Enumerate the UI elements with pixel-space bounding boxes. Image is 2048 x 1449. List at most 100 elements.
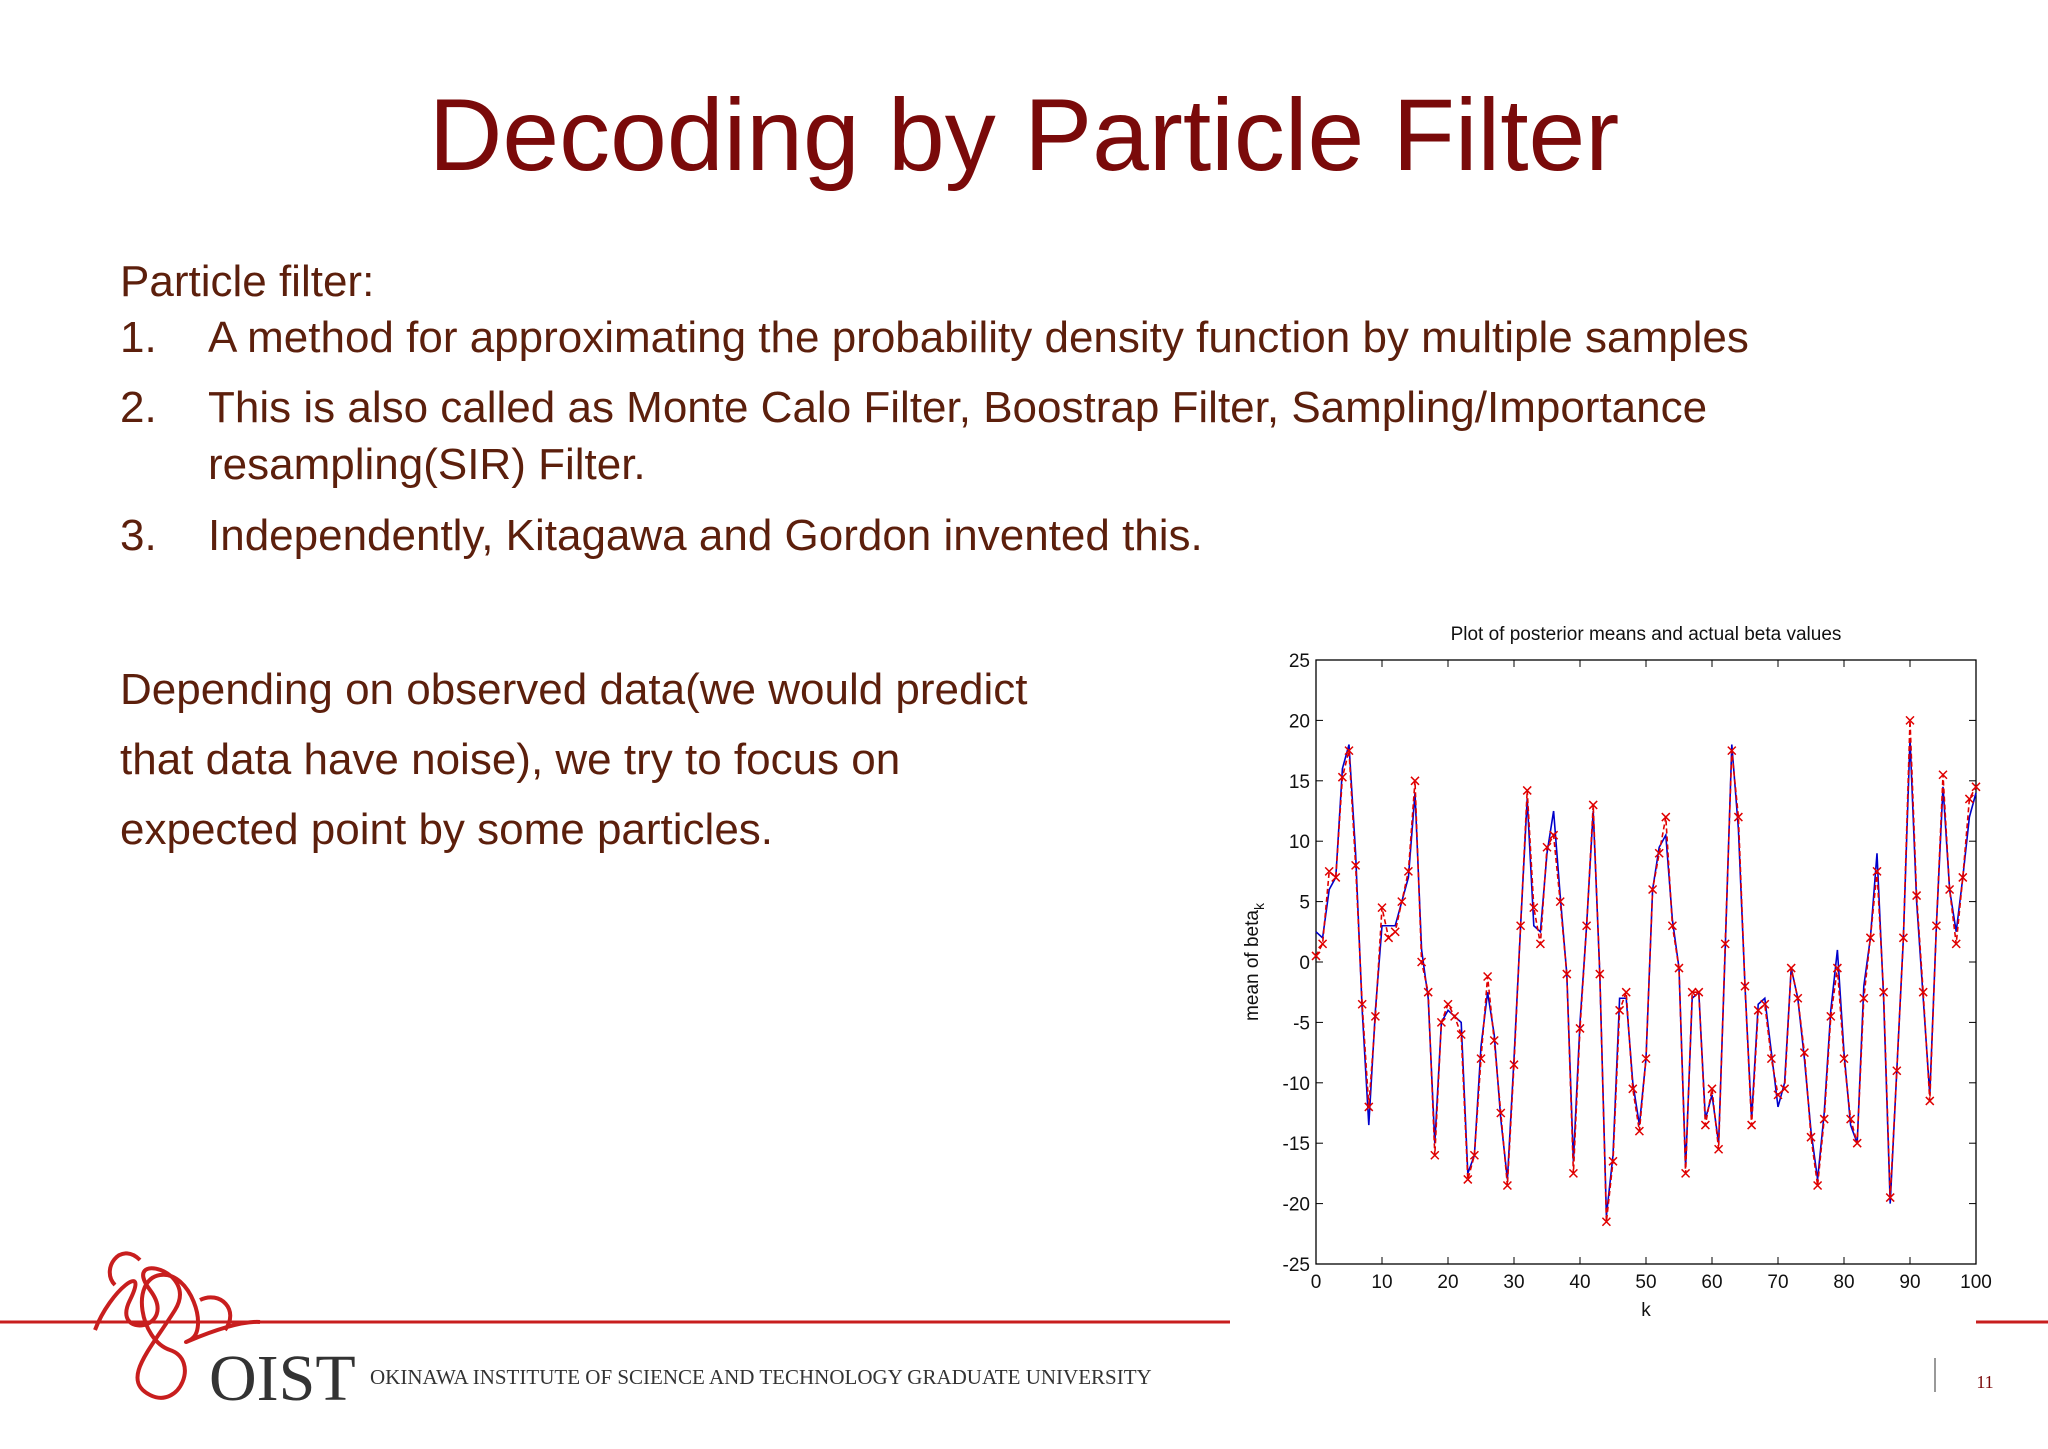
point-marker [1694, 987, 1704, 997]
point-marker [1351, 860, 1361, 870]
point-marker [1423, 987, 1433, 997]
paragraph-line: expected point by some particles. [120, 805, 773, 854]
point-marker [1357, 999, 1367, 1009]
item-text: resampling(SIR) Filter. [208, 440, 646, 489]
point-marker [1331, 872, 1341, 882]
point-marker [1879, 987, 1889, 997]
point-marker [1318, 939, 1328, 949]
paragraph: Depending on observed data(we would pred… [120, 665, 1027, 854]
paragraph-line: that data have noise), we try to focus o… [120, 735, 900, 784]
x-tick-label: 20 [1437, 1272, 1458, 1293]
point-marker [1819, 1114, 1829, 1124]
point-marker [1575, 1023, 1585, 1033]
point-marker [1813, 1180, 1823, 1191]
point-marker [1766, 1054, 1776, 1064]
point-marker [1852, 1138, 1862, 1148]
point-marker [1674, 963, 1684, 973]
point-marker [1826, 1011, 1836, 1021]
point-marker [1832, 963, 1842, 973]
point-marker [1568, 1168, 1578, 1178]
x-tick-label: 50 [1635, 1272, 1656, 1293]
point-marker [1925, 1096, 1935, 1106]
point-marker [1905, 715, 1915, 725]
logo-text: OIST [209, 1342, 356, 1415]
item-text: A method for approximating the probabili… [208, 313, 1749, 362]
x-tick-label: 90 [1899, 1272, 1920, 1293]
point-marker [1938, 770, 1948, 780]
point-marker [1799, 1048, 1809, 1058]
point-marker [1615, 1005, 1625, 1015]
point-marker [1760, 999, 1770, 1009]
point-marker [1595, 969, 1605, 979]
paragraph-line: Depending on observed data(we would pred… [120, 665, 1027, 714]
institution: OKINAWA INSTITUTE OF SCIENCE AND TECHNOL… [370, 1365, 1152, 1389]
point-marker [1727, 746, 1737, 756]
point-marker [1912, 891, 1922, 901]
point-marker [1720, 939, 1730, 949]
point-marker [1747, 1120, 1757, 1130]
point-marker [1628, 1084, 1638, 1094]
y-tick-label: 25 [1289, 651, 1310, 672]
point-marker [1463, 1174, 1473, 1184]
point-marker [1931, 921, 1941, 931]
x-tick-label: 10 [1371, 1272, 1392, 1293]
point-marker [1634, 1126, 1644, 1136]
point-marker [1588, 800, 1598, 810]
page-number: 11 [1976, 1372, 1993, 1392]
point-marker [1522, 785, 1532, 795]
point-marker [1502, 1180, 1512, 1191]
point-marker [1661, 812, 1671, 822]
point-marker [1370, 1011, 1380, 1021]
y-tick-label: 0 [1299, 953, 1310, 974]
point-marker [1509, 1060, 1519, 1070]
y-tick-label: 15 [1289, 772, 1310, 793]
point-marker [1964, 794, 1974, 804]
point-marker [1654, 848, 1664, 858]
point-marker [1839, 1054, 1849, 1064]
point-marker [1898, 933, 1908, 943]
intro: Particle filter: [120, 257, 374, 306]
point-marker [1918, 987, 1928, 997]
point-marker [1667, 921, 1677, 931]
chart: Plot of posterior means and actual beta … [1242, 624, 1992, 1321]
x-tick-label: 80 [1833, 1272, 1854, 1293]
point-marker [1483, 971, 1493, 982]
y-tick-label: 5 [1299, 893, 1310, 914]
point-marker [1958, 872, 1968, 882]
point-marker [1410, 776, 1420, 786]
point-marker [1601, 1217, 1611, 1227]
x-tick-label: 40 [1569, 1272, 1590, 1293]
point-marker [1443, 999, 1453, 1009]
point-marker [1945, 884, 1955, 895]
point-marker [1562, 969, 1572, 979]
point-marker [1608, 1156, 1618, 1166]
point-marker [1786, 963, 1796, 973]
point-marker [1476, 1054, 1486, 1064]
item-text: This is also called as Monte Calo Filter… [208, 383, 1707, 432]
y-axis-label-main: mean of beta [1242, 910, 1263, 1021]
point-marker [1535, 939, 1545, 949]
point-marker [1516, 921, 1526, 931]
point-marker [1489, 1035, 1499, 1046]
point-marker [1872, 866, 1882, 876]
point-marker [1681, 1168, 1691, 1178]
logo-mark [93, 1251, 261, 1400]
point-marker [1403, 866, 1413, 876]
x-tick-label: 0 [1311, 1272, 1322, 1293]
y-tick-label: -20 [1283, 1195, 1310, 1216]
item-text: Independently, Kitagawa and Gordon inven… [208, 511, 1203, 560]
y-tick-label: -10 [1283, 1074, 1310, 1095]
chart-title: Plot of posterior means and actual beta … [1451, 624, 1842, 645]
point-marker [1700, 1120, 1710, 1130]
y-tick-label: 20 [1289, 711, 1310, 732]
point-marker [1542, 842, 1552, 852]
point-marker [1436, 1017, 1446, 1027]
point-marker [1846, 1114, 1856, 1124]
point-marker [1377, 903, 1387, 913]
point-marker [1337, 772, 1347, 782]
point-marker [1780, 1084, 1790, 1094]
item-number: 1. [120, 313, 157, 362]
y-tick-label: -25 [1283, 1255, 1310, 1276]
point-marker [1971, 782, 1981, 792]
